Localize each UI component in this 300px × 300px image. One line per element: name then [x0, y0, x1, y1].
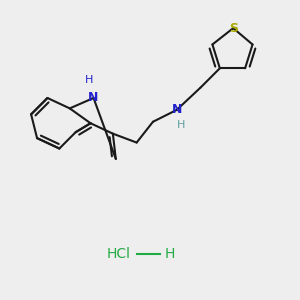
Text: S: S — [229, 22, 238, 34]
Text: H: H — [164, 247, 175, 261]
Text: HCl: HCl — [107, 247, 131, 261]
Text: H: H — [177, 120, 185, 130]
Text: N: N — [88, 92, 99, 104]
Text: H: H — [85, 75, 93, 85]
Text: N: N — [172, 103, 182, 116]
